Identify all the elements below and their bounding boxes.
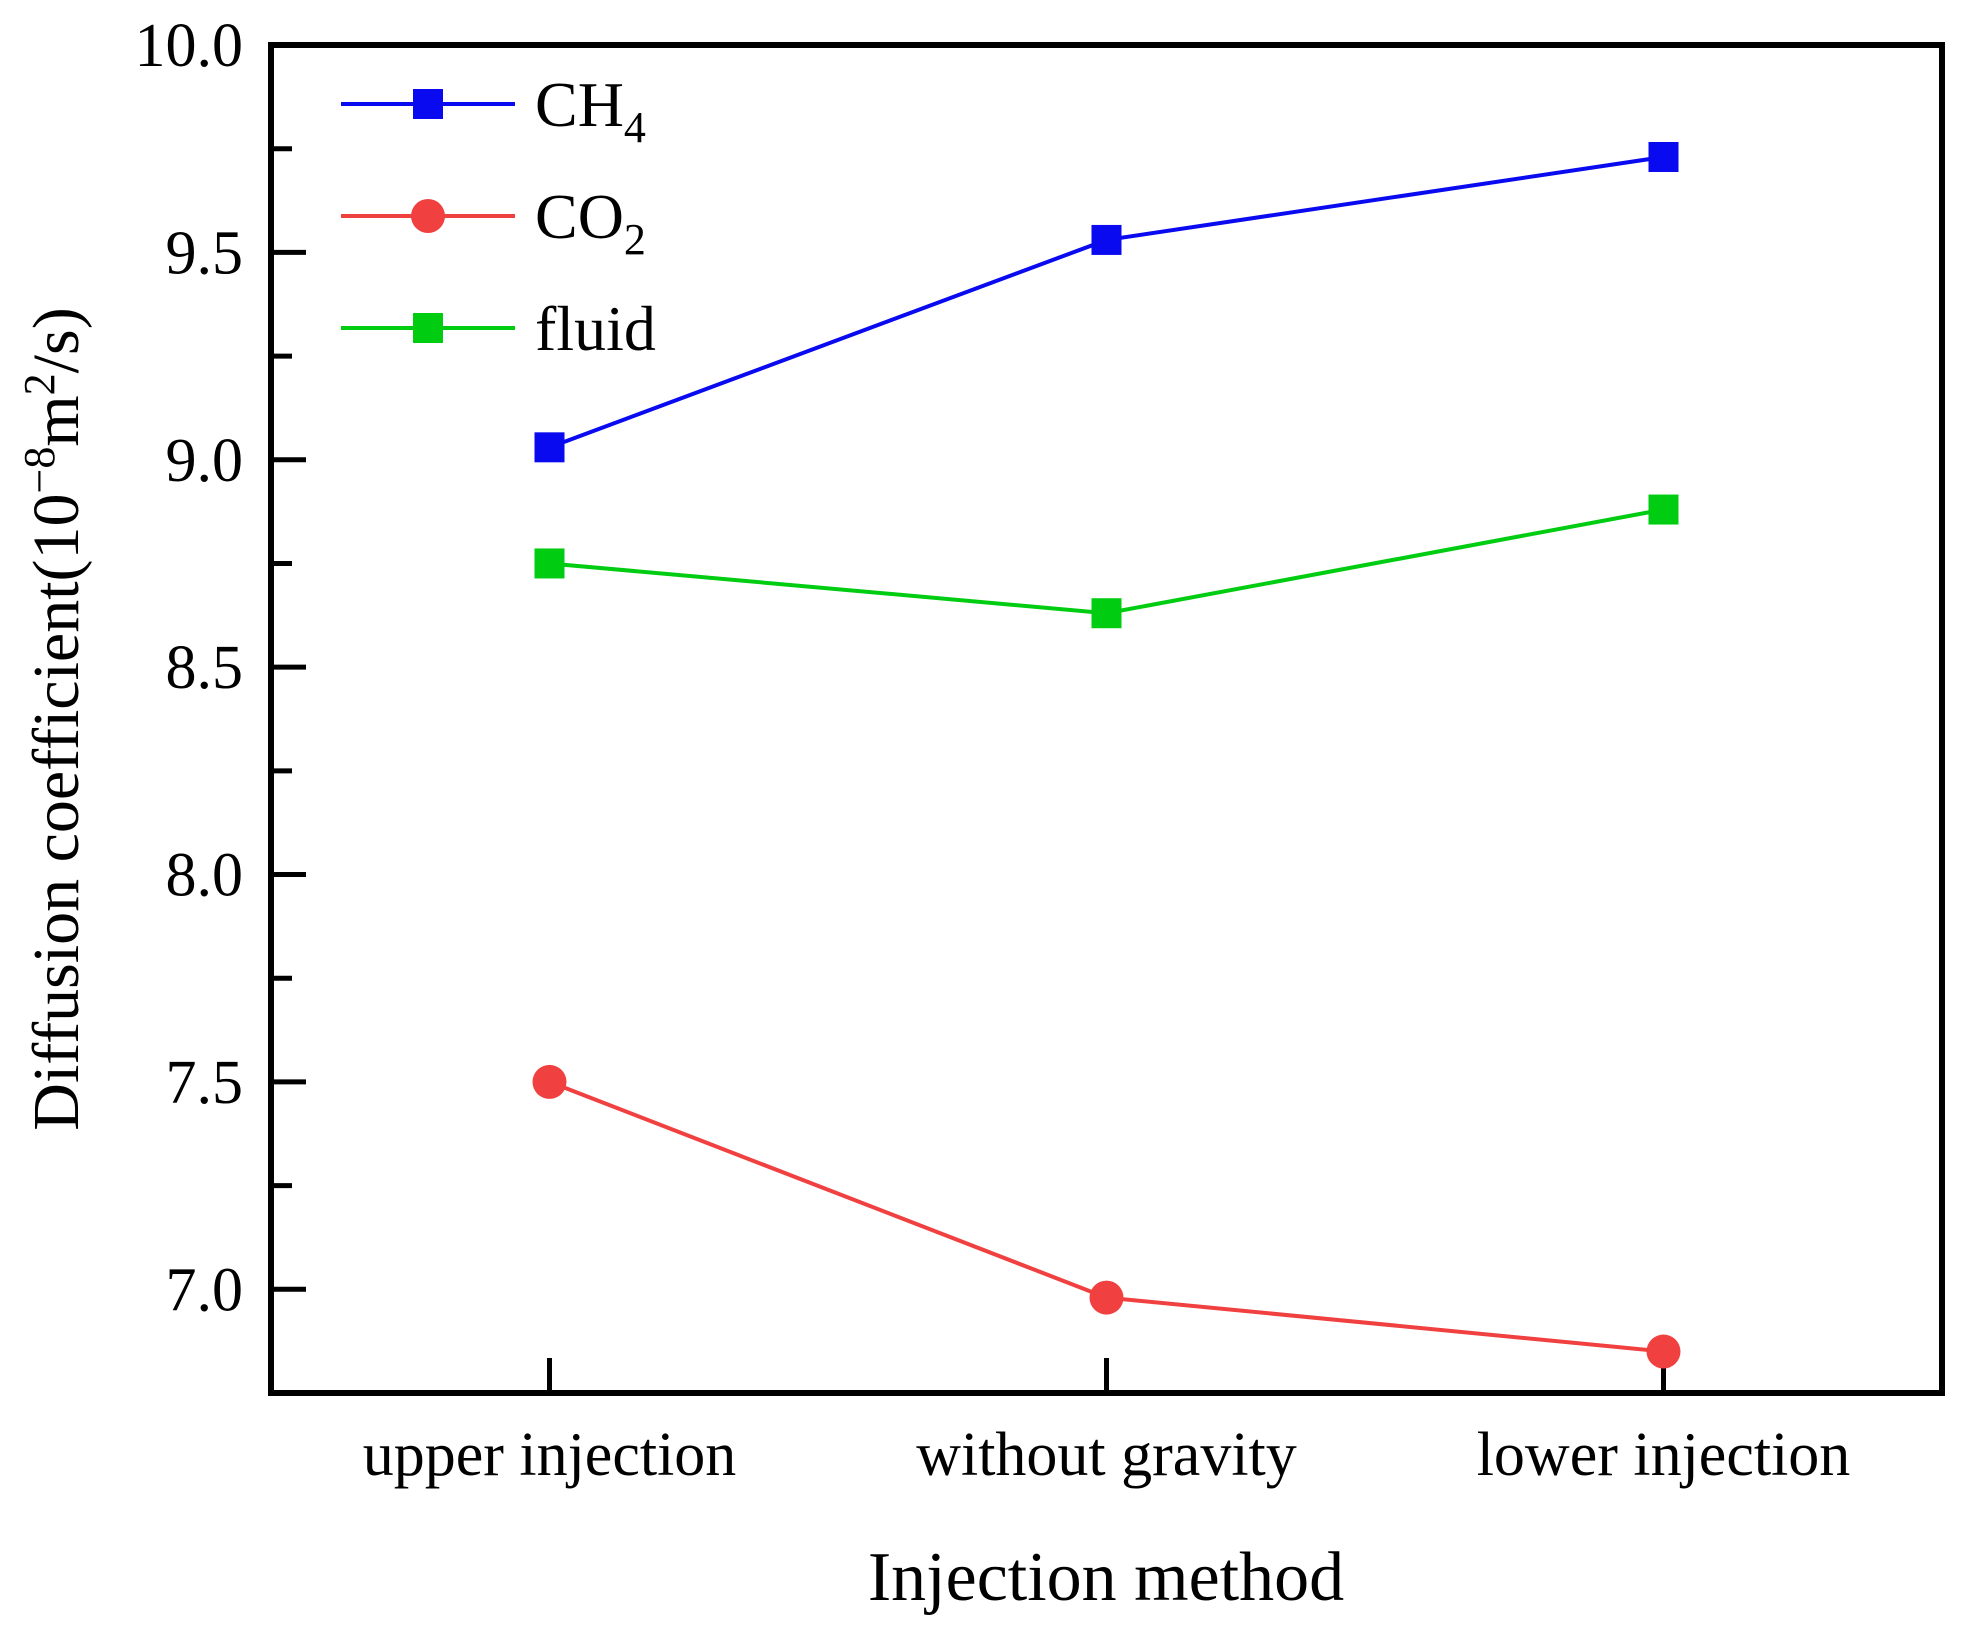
x-tick-label: lower injection bbox=[1477, 1421, 1851, 1489]
x-tick-label: upper injection bbox=[363, 1421, 737, 1489]
series-CO2-marker bbox=[532, 1064, 567, 1099]
y-tick-label: 10.0 bbox=[135, 12, 244, 80]
series-CH4-marker bbox=[1091, 224, 1122, 255]
legend-fluid-label: fluid bbox=[535, 293, 656, 364]
y-tick-label: 7.5 bbox=[166, 1049, 244, 1117]
y-tick-label: 8.5 bbox=[166, 634, 244, 702]
series-CO2-marker bbox=[1646, 1334, 1681, 1369]
legend-CH4-marker bbox=[413, 89, 443, 119]
series-fluid-line bbox=[549, 507, 1664, 616]
series-fluid-marker bbox=[1091, 598, 1122, 629]
legend-CO2-label: CO2 bbox=[535, 181, 646, 264]
y-tick-label: 7.0 bbox=[166, 1256, 244, 1324]
y-tick-label: 9.0 bbox=[166, 427, 244, 495]
legend-fluid-marker bbox=[413, 313, 443, 343]
x-tick-label: without gravity bbox=[916, 1421, 1297, 1489]
series-CH4-line bbox=[548, 155, 1664, 450]
plot-frame bbox=[268, 42, 1945, 1396]
legend-CO2-marker bbox=[411, 199, 445, 233]
series-CH4-marker bbox=[534, 432, 565, 463]
x-axis-title: Injection method bbox=[868, 1539, 1344, 1616]
series-fluid-marker bbox=[534, 548, 565, 579]
y-tick-label: 9.5 bbox=[166, 219, 244, 287]
series-CH4-marker bbox=[1648, 141, 1679, 172]
y-tick-label: 8.0 bbox=[166, 842, 244, 910]
legend-CH4-label: CH4 bbox=[535, 69, 646, 152]
y-axis-title: Diffusion coefficient(10−8m2/s) bbox=[15, 307, 93, 1130]
series-fluid-marker bbox=[1648, 494, 1679, 525]
series-CO2-marker bbox=[1089, 1280, 1124, 1315]
